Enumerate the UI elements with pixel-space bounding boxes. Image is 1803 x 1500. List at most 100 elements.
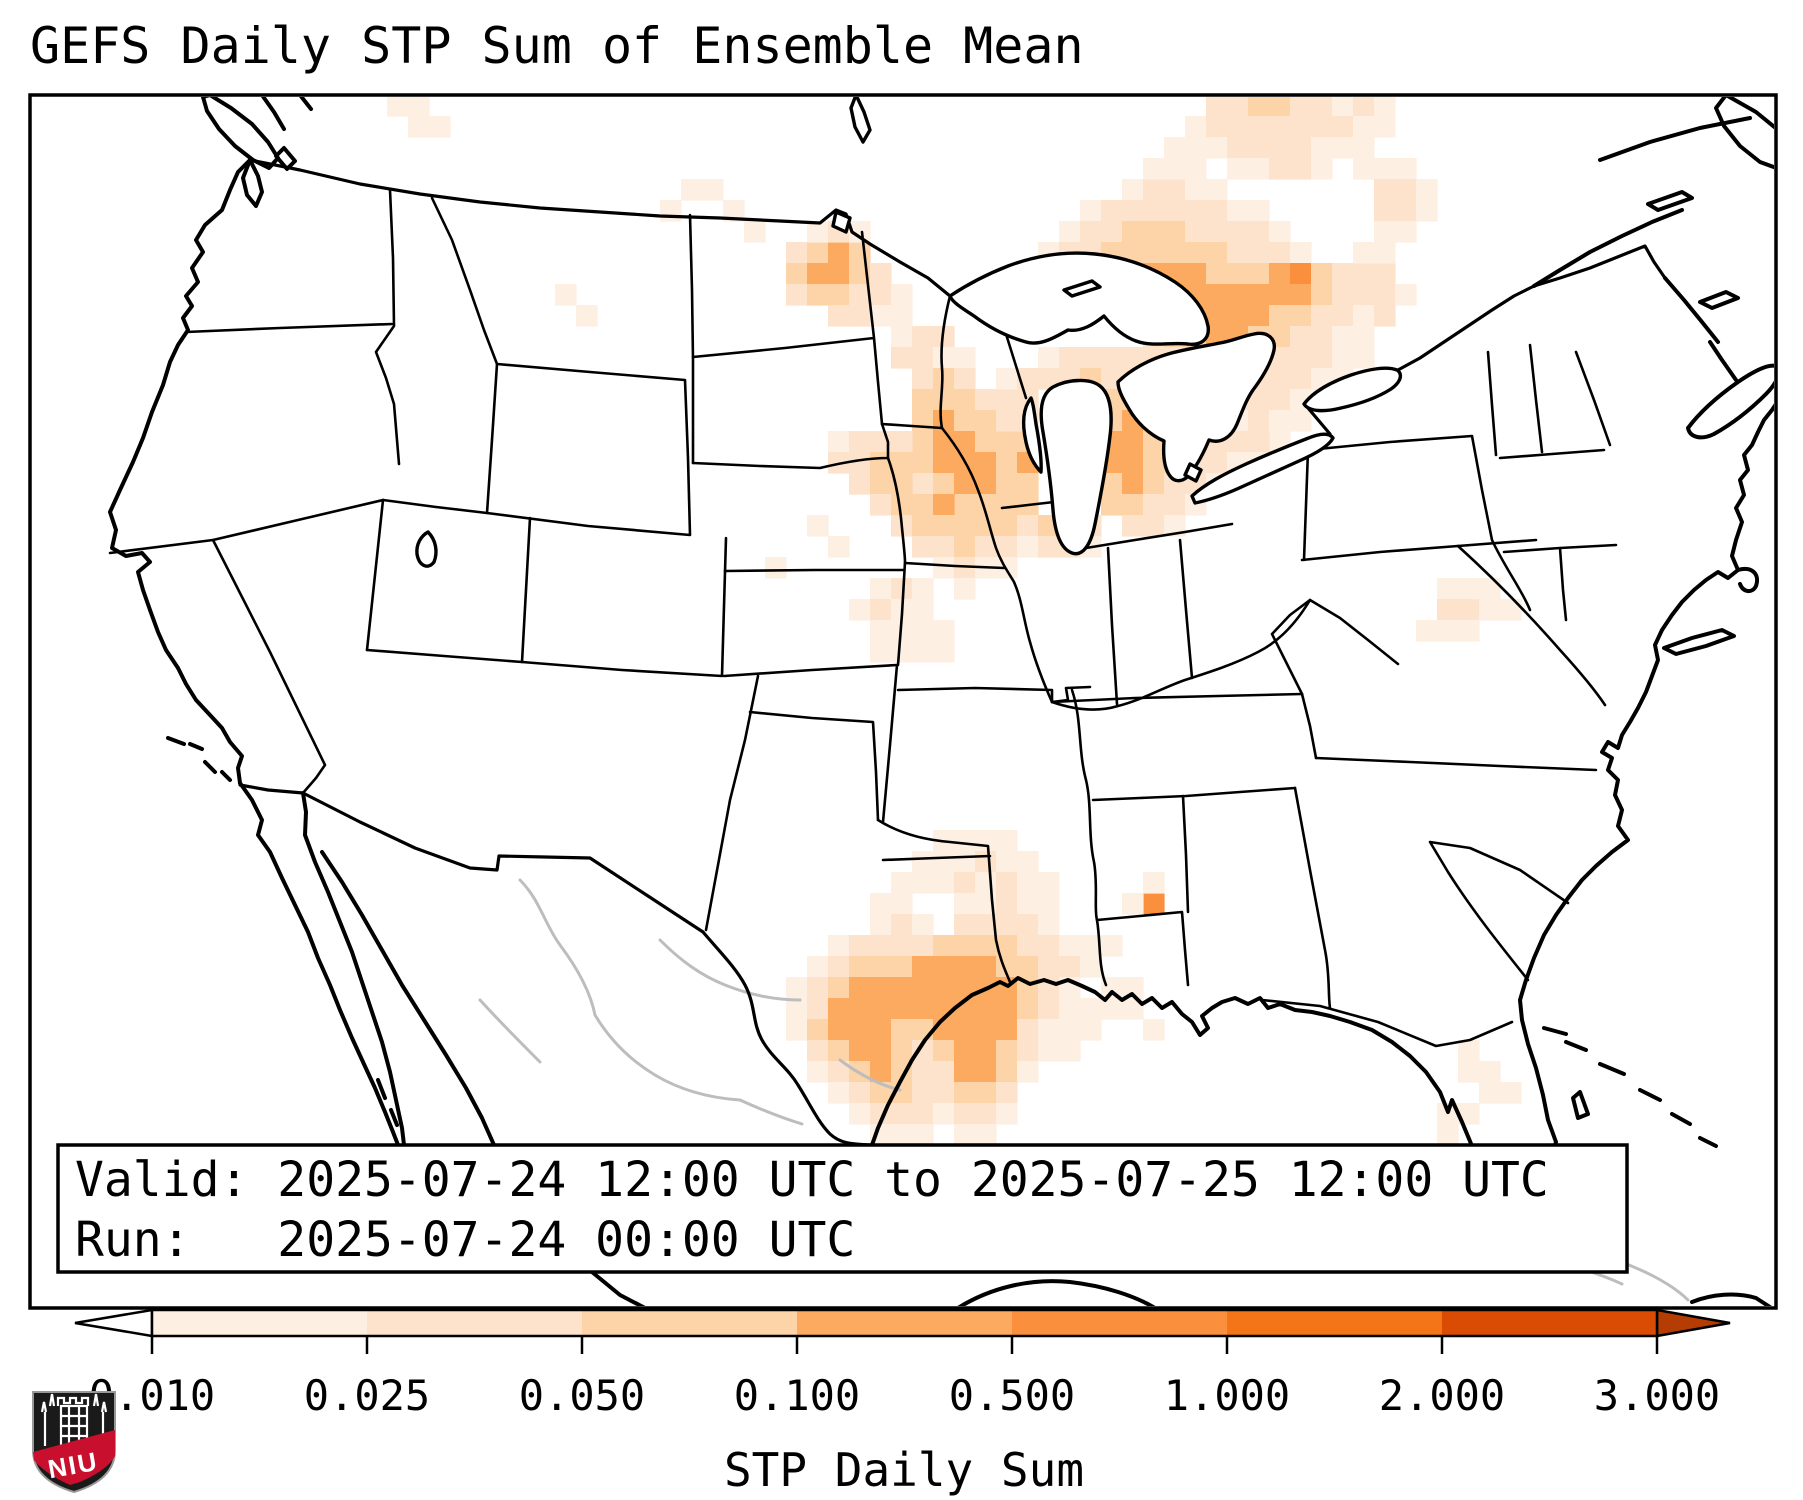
heatmap-cell [1206, 242, 1228, 264]
heatmap-cell [1206, 200, 1228, 222]
heatmap-cell [1017, 515, 1039, 537]
heatmap-cell [1185, 116, 1207, 138]
heatmap-cell [1269, 137, 1291, 159]
heatmap-cell [1206, 137, 1228, 159]
heatmap-cell [996, 893, 1018, 915]
heatmap-cell [1353, 97, 1375, 117]
heatmap-cell [1017, 1019, 1039, 1041]
heatmap-cell [912, 641, 934, 663]
heatmap-cell [891, 1103, 913, 1125]
heatmap-cell [891, 641, 913, 663]
heatmap-cell [912, 935, 934, 957]
heatmap-cell [1038, 368, 1060, 390]
heatmap-cell [912, 872, 934, 894]
heatmap-cell [849, 305, 871, 327]
heatmap-cell [807, 1040, 829, 1062]
heatmap-cell [975, 998, 997, 1020]
heatmap-cell [1437, 578, 1459, 600]
heatmap-cell [975, 452, 997, 474]
green-bay [1022, 396, 1043, 474]
heatmap-cell [1248, 97, 1270, 117]
heatmap-cell [975, 410, 997, 432]
coastlines [108, 97, 1774, 1306]
heatmap-cell [1248, 137, 1270, 159]
heatmap-cell [996, 473, 1018, 495]
heatmap-cell [1332, 116, 1354, 138]
great-salt-lake [415, 530, 438, 568]
heatmap-cell [828, 242, 850, 264]
heatmap-cell [975, 956, 997, 978]
heatmap-cell [828, 284, 850, 306]
heatmap-cell [1332, 137, 1354, 159]
heatmap-cell [1332, 347, 1354, 369]
heatmap-cell [912, 1103, 934, 1125]
heatmap-cell [870, 284, 892, 306]
heatmap-cell [1185, 242, 1207, 264]
heatmap-cell [807, 1019, 829, 1041]
heatmap-cell [996, 389, 1018, 411]
heatmap-cell [1290, 158, 1312, 180]
heatmap-cell [954, 1082, 976, 1104]
heatmap-cell [849, 242, 871, 264]
heatmap-cell [1143, 1019, 1165, 1041]
heatmap-cell [828, 1040, 850, 1062]
heatmap-cell [912, 578, 934, 600]
heatmap-cell [1101, 998, 1123, 1020]
heatmap-cell [1311, 305, 1333, 327]
heatmap-cell [1374, 200, 1396, 222]
heatmap-cell [891, 494, 913, 516]
heatmap-cell [1290, 242, 1312, 264]
colorbar-axis-label: STP Daily Sum [724, 1443, 1084, 1497]
heatmap-cell [1290, 116, 1312, 138]
heatmap-cell [912, 914, 934, 936]
heatmap-cell [1269, 410, 1291, 432]
heatmap-cell [912, 1124, 934, 1146]
heatmap-cell [912, 389, 934, 411]
heatmap-cell [891, 578, 913, 600]
heatmap-cell [849, 956, 871, 978]
heatmap-cell [387, 97, 409, 117]
heatmap-cell [1227, 200, 1249, 222]
heatmap-cell [1269, 242, 1291, 264]
heatmap-cell [954, 536, 976, 558]
colorbar-tick-label: 0.100 [734, 1371, 860, 1420]
heatmap-cell [1122, 977, 1144, 999]
heatmap-cell [786, 1019, 808, 1041]
heatmap-cell [1017, 956, 1039, 978]
heatmap-cell [996, 494, 1018, 516]
heatmap-cell [996, 1040, 1018, 1062]
heatmap-cell [954, 1019, 976, 1041]
info-box-run-text: Run: 2025-07-24 00:00 UTC [75, 1212, 855, 1268]
heatmap-cell [870, 935, 892, 957]
heatmap-cell [828, 536, 850, 558]
heatmap-cell [933, 410, 955, 432]
heatmap-cell [891, 977, 913, 999]
heatmap-cell [954, 473, 976, 495]
heatmap-cell [1038, 956, 1060, 978]
heatmap-cell [933, 1061, 955, 1083]
heatmap-cell [1080, 998, 1102, 1020]
niu-logo-band [33, 1430, 115, 1485]
heatmap-cell [954, 893, 976, 915]
colorbar-tick-label: 0.025 [304, 1371, 430, 1420]
heatmap-cell [1248, 305, 1270, 327]
info-box-valid-text: Valid: 2025-07-24 12:00 UTC to 2025-07-2… [75, 1152, 1549, 1208]
heatmap-cell [681, 179, 703, 201]
heatmap-cell [849, 977, 871, 999]
heatmap-cell [1248, 116, 1270, 138]
heatmap-cell [1332, 97, 1354, 117]
heatmap-cell [975, 1103, 997, 1125]
heatmap-cell [1395, 221, 1417, 243]
heatmap-cell [1038, 1019, 1060, 1041]
heatmap-cell [1206, 221, 1228, 243]
heatmap-cell [1248, 242, 1270, 264]
heatmap-cell [1122, 200, 1144, 222]
heatmap-cell [996, 1103, 1018, 1125]
heatmap-cell [912, 1019, 934, 1041]
heatmap-cell [912, 620, 934, 642]
heatmap-cell [807, 263, 829, 285]
heatmap-cell [912, 1061, 934, 1083]
heatmap-cell [975, 914, 997, 936]
heatmap-cell [933, 641, 955, 663]
heatmap-cell [1080, 347, 1102, 369]
